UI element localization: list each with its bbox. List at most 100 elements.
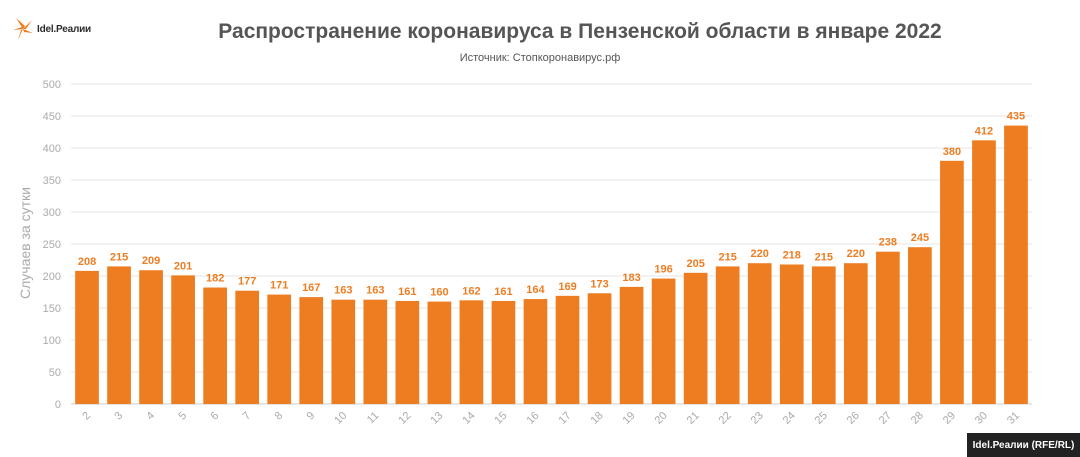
- data-label: 164: [526, 284, 545, 296]
- data-label: 208: [78, 256, 96, 268]
- bar: [587, 293, 612, 404]
- y-tick-label: 0: [55, 399, 61, 411]
- data-label: 196: [654, 264, 672, 276]
- y-tick-label: 500: [43, 79, 61, 91]
- footer-credit: Idel.Реалии (RFE/RL): [967, 433, 1080, 457]
- x-tick-label: 22: [717, 410, 734, 427]
- data-label: 201: [174, 260, 192, 272]
- y-tick-label: 150: [43, 303, 61, 315]
- bar: [107, 266, 131, 404]
- data-label: 177: [238, 276, 256, 288]
- data-label: 412: [975, 125, 993, 137]
- bar: [203, 287, 228, 404]
- bar: [427, 301, 452, 404]
- x-tick-label: 9: [305, 410, 318, 423]
- data-label: 205: [686, 258, 704, 270]
- data-label: 162: [462, 285, 480, 297]
- x-tick-label: 5: [176, 410, 189, 423]
- data-label: 163: [334, 285, 352, 297]
- bar: [747, 263, 772, 404]
- data-label: 160: [430, 287, 448, 299]
- y-tick-label: 100: [43, 335, 61, 347]
- x-tick-label: 27: [877, 410, 894, 427]
- bar: [299, 297, 324, 404]
- data-label: 182: [206, 273, 224, 285]
- x-tick-label: 29: [941, 410, 958, 427]
- x-tick-label: 17: [556, 410, 573, 427]
- y-tick-label: 400: [43, 143, 61, 155]
- bar: [171, 275, 195, 404]
- data-label: 380: [943, 146, 961, 158]
- x-tick-label: 19: [621, 410, 638, 427]
- bar: [779, 264, 804, 404]
- bar: [651, 278, 676, 404]
- bar: [235, 290, 260, 404]
- x-tick-label: 14: [460, 410, 477, 427]
- x-tick-label: 10: [332, 410, 349, 427]
- x-tick-label: 26: [845, 410, 862, 427]
- bar: [619, 286, 644, 404]
- bar: [139, 270, 163, 404]
- data-label: 183: [622, 272, 640, 284]
- bar: [908, 247, 932, 404]
- chart-title: Распространение коронавируса в Пензенско…: [218, 20, 942, 43]
- y-tick-label: 50: [49, 367, 61, 379]
- data-label: 209: [142, 255, 160, 267]
- data-label: 161: [398, 286, 416, 298]
- x-tick-label: 18: [589, 410, 606, 427]
- x-tick-label: 25: [813, 410, 830, 427]
- y-tick-label: 300: [43, 207, 61, 219]
- data-label: 220: [847, 248, 865, 260]
- bar: [972, 140, 996, 404]
- y-axis-label: Случаев за сутки: [17, 187, 33, 299]
- chart-subtitle: Источник: Стопкоронавирус.рф: [459, 52, 621, 64]
- bar: [363, 299, 388, 404]
- data-label: 215: [110, 251, 128, 263]
- data-label: 163: [366, 285, 384, 297]
- data-label: 171: [270, 280, 288, 292]
- data-label: 173: [590, 278, 608, 290]
- x-tick-label: 20: [653, 410, 670, 427]
- bar: [811, 266, 836, 404]
- data-label: 167: [302, 282, 320, 294]
- bar: [523, 299, 548, 404]
- bar: [843, 263, 868, 404]
- brand-burst-icon: [13, 18, 33, 40]
- y-tick-label: 350: [43, 175, 61, 187]
- bar: [331, 299, 356, 404]
- x-tick-label: 16: [524, 410, 541, 427]
- x-tick-label: 6: [208, 410, 221, 423]
- x-tick-label: 15: [492, 410, 509, 427]
- x-tick-label: 8: [273, 410, 286, 423]
- data-label: 215: [815, 251, 833, 263]
- bar: [555, 295, 580, 404]
- data-label: 435: [1007, 111, 1025, 123]
- x-tick-label: 11: [365, 410, 382, 427]
- data-label: 161: [494, 286, 512, 298]
- data-label: 169: [558, 281, 576, 293]
- x-tick-label: 7: [240, 410, 253, 423]
- x-tick-label: 23: [749, 410, 766, 427]
- brand-logo-text: Idel.Реалии: [37, 23, 91, 35]
- bar: [1004, 125, 1028, 404]
- bar: [875, 251, 900, 404]
- x-tick-label: 13: [428, 410, 445, 427]
- x-tick-label: 3: [112, 410, 125, 423]
- bar: [491, 300, 516, 404]
- data-label: 220: [751, 248, 769, 260]
- brand-logo: Idel.Реалии: [12, 14, 102, 44]
- x-tick-label: 21: [685, 410, 702, 427]
- bar: [683, 272, 708, 404]
- x-tick-label: 30: [973, 410, 990, 427]
- x-tick-label: 28: [909, 410, 926, 427]
- data-label: 215: [719, 251, 737, 263]
- x-tick-label: 2: [80, 410, 93, 423]
- data-label: 218: [783, 249, 801, 261]
- x-tick-label: 4: [144, 410, 157, 423]
- x-tick-label: 12: [396, 410, 413, 427]
- bar: [395, 300, 420, 404]
- x-tick-label: 31: [1005, 410, 1022, 427]
- data-label: 245: [911, 232, 929, 244]
- bar: [940, 160, 964, 404]
